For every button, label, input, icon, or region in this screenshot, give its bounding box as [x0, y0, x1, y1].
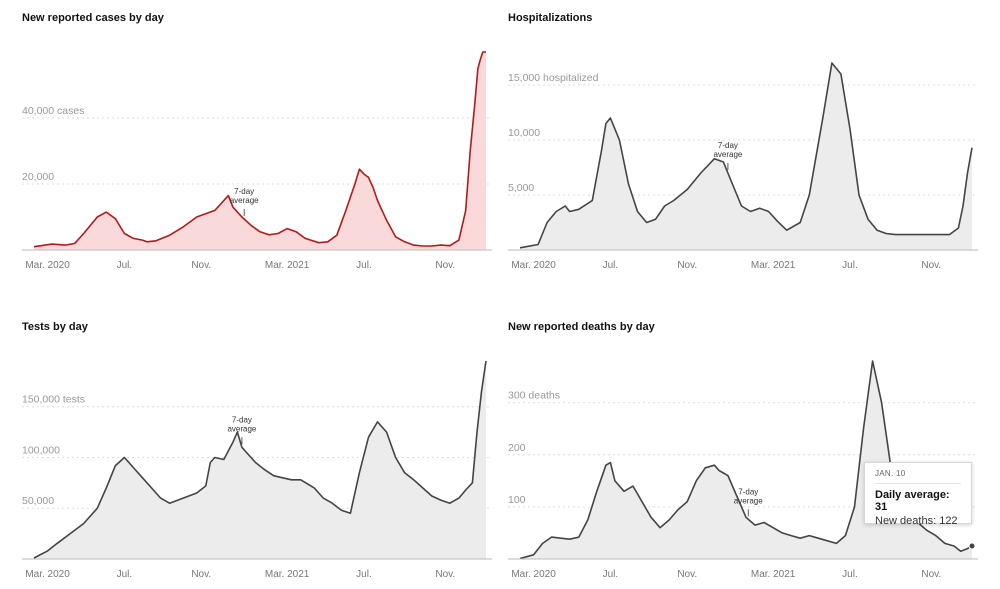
- tests-xtick-label: Mar. 2021: [265, 569, 310, 580]
- deaths-ytick-label: 300 deaths: [508, 390, 560, 402]
- deaths-xtick-label: Mar. 2020: [511, 569, 556, 580]
- tests-line: [33, 360, 487, 559]
- tests-chart-title: Tests by day: [22, 321, 88, 333]
- tests-area: [34, 361, 486, 559]
- tooltip-daily-average: Daily average: 31: [875, 489, 950, 513]
- deaths-average-label: average: [734, 496, 763, 505]
- deaths-xtick-label: Jul.: [842, 569, 858, 580]
- cases-xtick-label: Jul.: [117, 260, 133, 271]
- deaths-ytick-label: 200: [508, 442, 526, 454]
- deaths-xtick-label: Nov.: [921, 569, 941, 580]
- hospitalizations-chart-panel: Hospitalizations 5,000 10,000 15,000 hospi…: [508, 12, 978, 277]
- deaths-chart-title: New reported deaths by day: [508, 321, 655, 333]
- cases-xtick-label: Jul.: [356, 260, 372, 271]
- cases-chart-panel: New reported cases by day 20,000 40,000 c…: [22, 12, 492, 277]
- tests-average-label: average: [227, 424, 256, 433]
- cases-ytick-label: 20,000: [22, 171, 54, 183]
- deaths-chart-panel: New reported deaths by day 100 200 300 dea…: [508, 321, 978, 586]
- deaths-ytick-label: 100: [508, 494, 526, 506]
- deaths-area: [520, 361, 972, 559]
- tests-average-label: 7-day: [232, 415, 252, 424]
- hospitalizations-chart[interactable]: 5,000 10,000 15,000 hospitalized Mar. 2020 J…: [508, 12, 978, 277]
- tests-chart[interactable]: 50,000 100,000 150,000 tests Mar. 2020 Jul. N…: [22, 321, 492, 586]
- tests-xtick-label: Nov.: [435, 569, 455, 580]
- tests-ytick-label: 50,000: [22, 495, 54, 507]
- hosp-xtick-label: Jul.: [603, 260, 619, 271]
- cases-xtick-label: Nov.: [435, 260, 455, 271]
- cases-chart[interactable]: 20,000 40,000 cases Mar. 2020 Jul. Nov. Mar. …: [22, 12, 492, 277]
- tests-xtick-label: Nov.: [191, 569, 211, 580]
- cases-xtick-label: Mar. 2020: [25, 260, 70, 271]
- tooltip-new-deaths: New deaths: 122: [875, 515, 958, 527]
- cases-xtick-label: Mar. 2021: [265, 260, 310, 271]
- cases-average-label: average: [230, 196, 259, 205]
- hosp-xtick-label: Mar. 2020: [511, 260, 556, 271]
- deaths-hover-point[interactable]: [968, 542, 976, 550]
- cases-chart-title: New reported cases by day: [22, 12, 164, 24]
- deaths-xtick-label: Jul.: [603, 569, 619, 580]
- hosp-average-label: 7-day: [718, 141, 738, 150]
- hosp-ytick-label: 5,000: [508, 182, 534, 194]
- tests-xtick-label: Jul.: [117, 569, 133, 580]
- tests-chart-panel: Tests by day 50,000 100,000 150,000 tests M…: [22, 321, 492, 586]
- hosp-xtick-label: Nov.: [677, 260, 697, 271]
- hosp-xtick-label: Mar. 2021: [751, 260, 796, 271]
- cases-xtick-label: Nov.: [191, 260, 211, 271]
- deaths-xtick-label: Mar. 2021: [751, 569, 796, 580]
- deaths-xtick-label: Nov.: [677, 569, 697, 580]
- deaths-tooltip: JAN. 10 Daily average: 31 New deaths: 12…: [864, 462, 972, 527]
- hosp-area: [520, 63, 972, 250]
- hosp-ytick-label: 15,000 hospitalized: [508, 72, 599, 84]
- hosp-xtick-label: Jul.: [842, 260, 858, 271]
- hosp-ytick-label: 10,000: [508, 127, 540, 139]
- tests-ytick-label: 100,000: [22, 444, 60, 456]
- deaths-chart[interactable]: 100 200 300 deaths Mar. 2020 Jul. Nov. Mar. 20…: [508, 321, 978, 586]
- hosp-average-label: average: [713, 150, 742, 159]
- hosp-xtick-label: Nov.: [921, 260, 941, 271]
- tests-xtick-label: Jul.: [356, 569, 372, 580]
- deaths-average-label: 7-day: [738, 487, 758, 496]
- cases-area: [34, 52, 486, 250]
- hospitalizations-chart-title: Hospitalizations: [508, 12, 593, 24]
- cases-line: [33, 51, 486, 248]
- tests-xtick-label: Mar. 2020: [25, 569, 70, 580]
- cases-ytick-label: 40,000 cases: [22, 105, 84, 117]
- hosp-line: [519, 62, 973, 249]
- tooltip-date: JAN. 10: [875, 469, 961, 484]
- cases-average-label: 7-day: [234, 187, 254, 196]
- tests-ytick-label: 150,000 tests: [22, 394, 85, 406]
